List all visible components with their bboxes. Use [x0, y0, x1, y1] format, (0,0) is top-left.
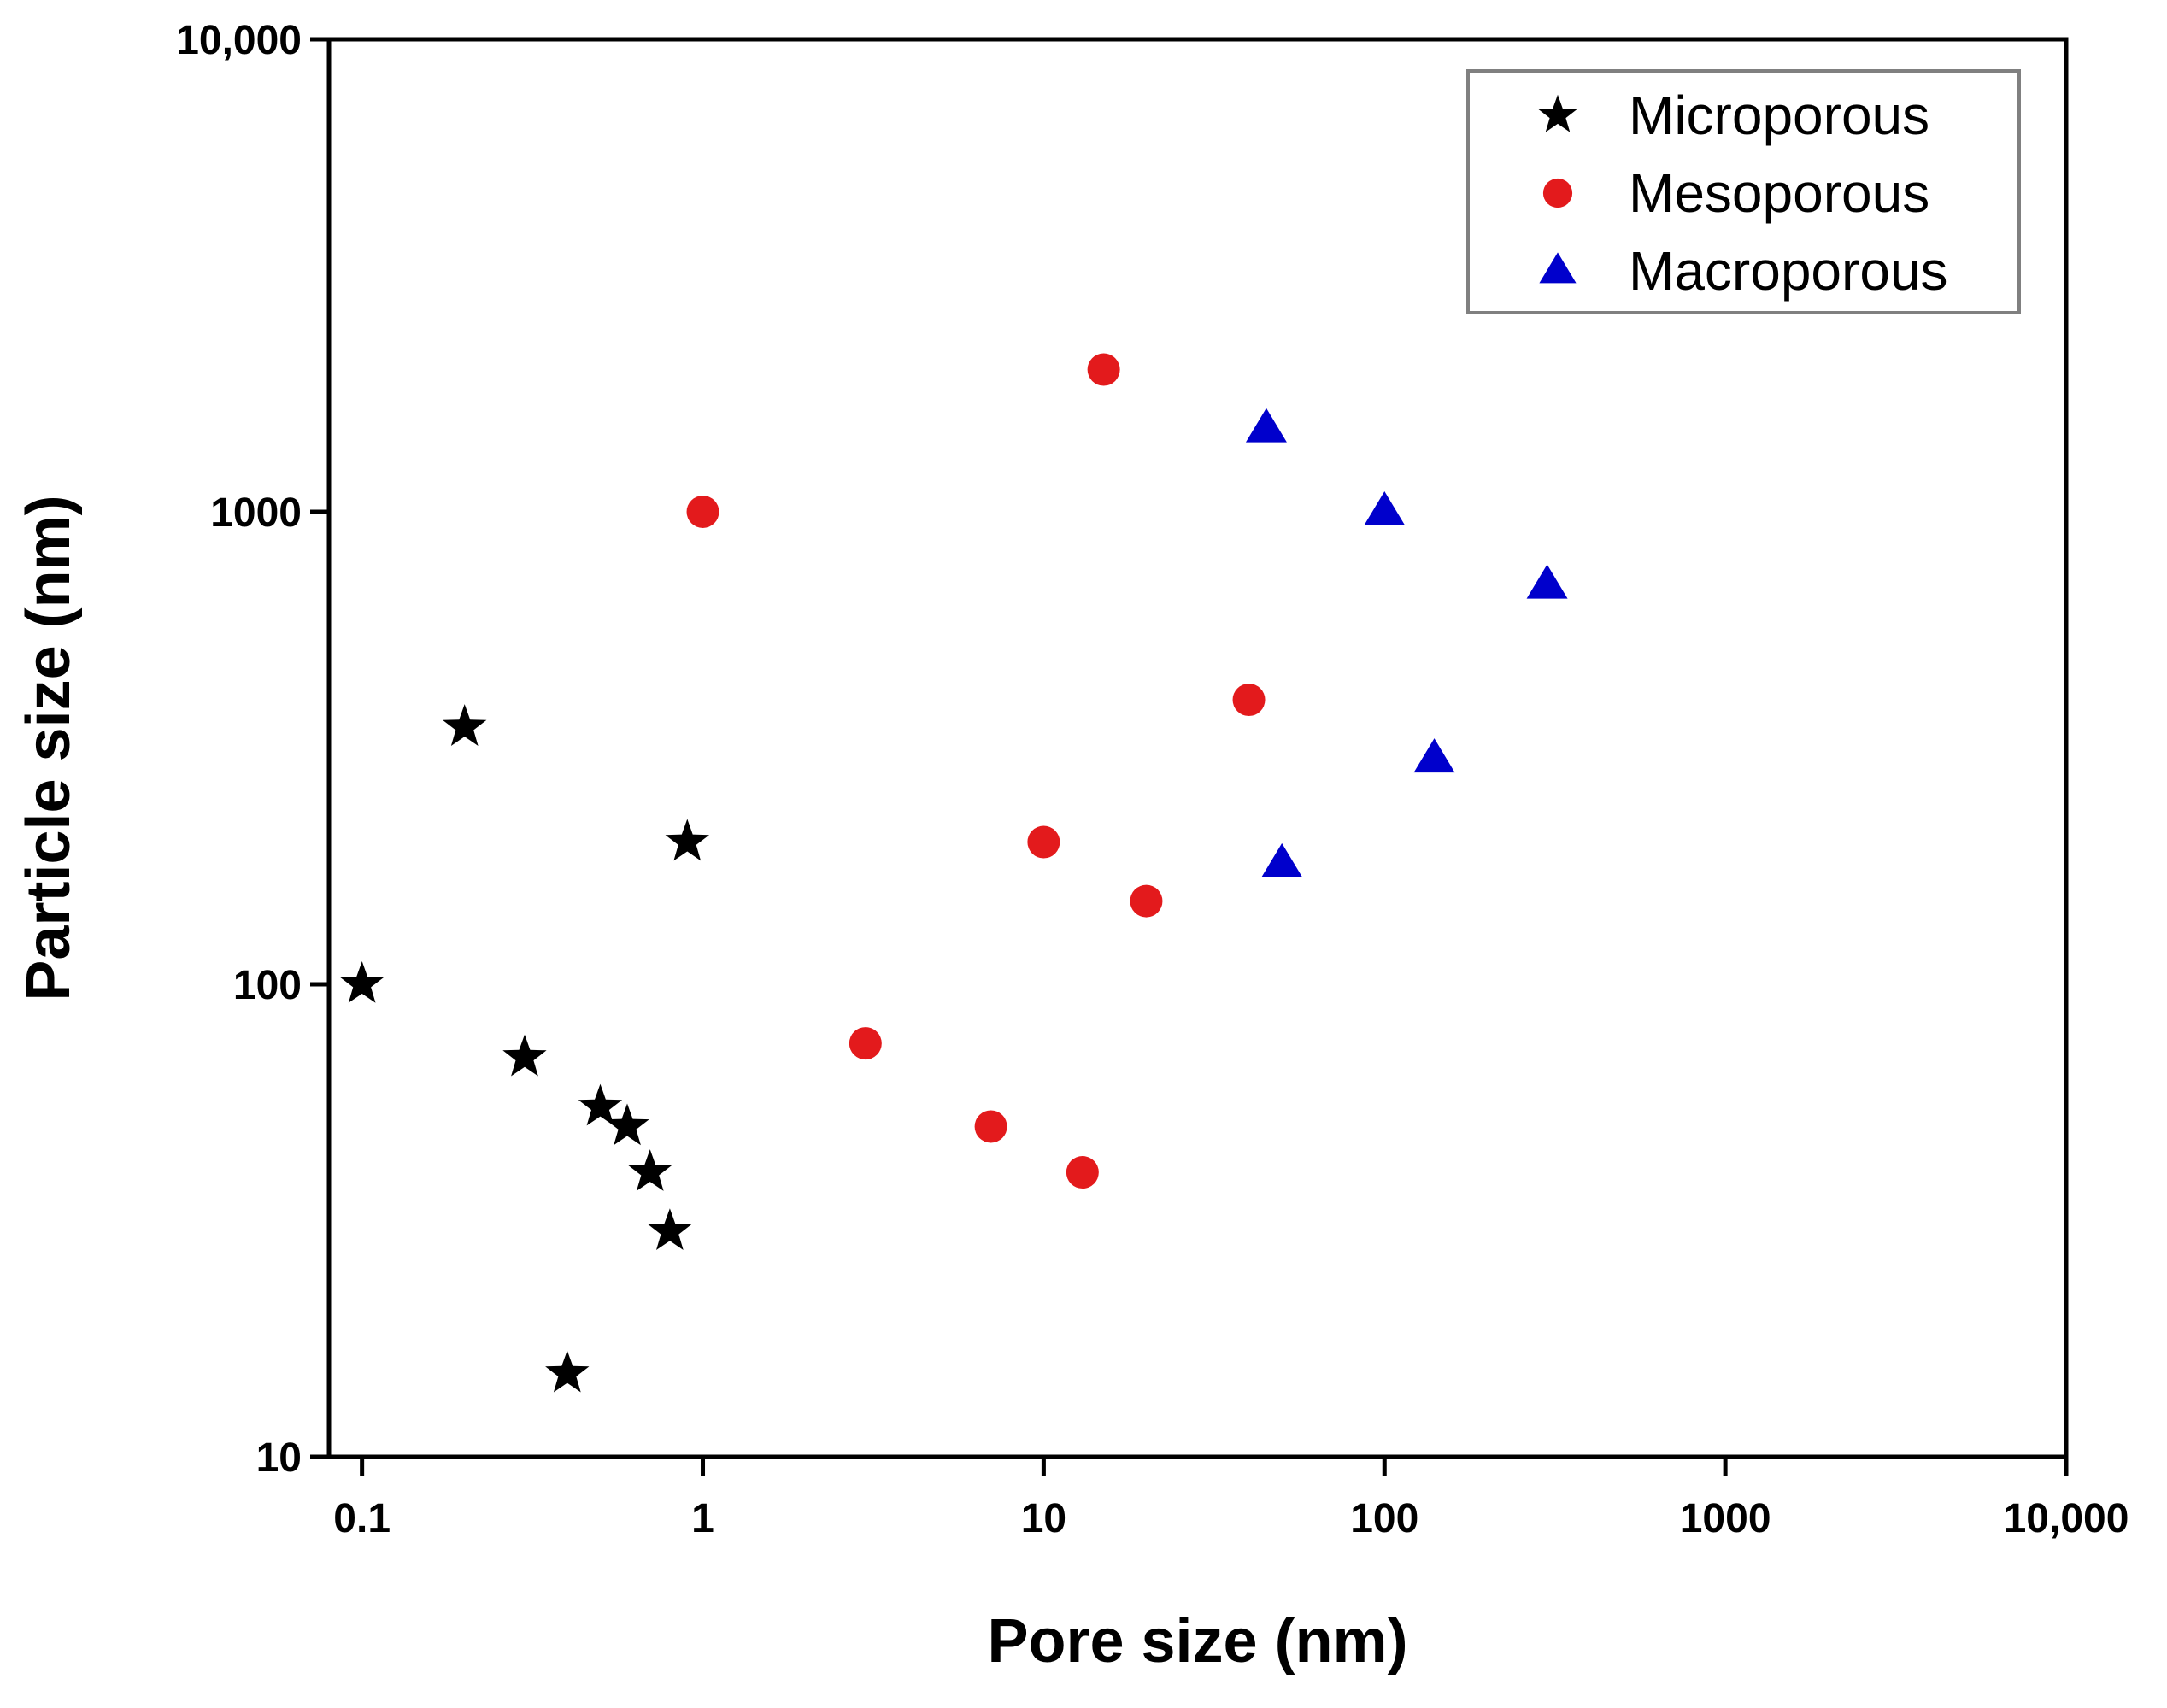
microporous-point-0 [340, 961, 385, 1003]
microporous-point-2 [502, 1034, 547, 1077]
legend-marker-macroporous [1539, 252, 1577, 284]
mesoporous-point-3 [1027, 825, 1060, 859]
y-axis-title: Particle size (nm) [15, 495, 83, 1001]
mesoporous-point-5 [1087, 353, 1120, 386]
legend: Microporous Mesoporous Macroporous [1466, 69, 2021, 314]
mesoporous-point-4 [1066, 1156, 1099, 1189]
legend-label-mesoporous: Mesoporous [1629, 162, 1929, 224]
macroporous-point-3 [1413, 738, 1455, 773]
y-tick-label-2: 1000 [210, 490, 302, 536]
microporous-point-6 [628, 1149, 672, 1191]
mesoporous-point-6 [1130, 884, 1163, 918]
macroporous-point-4 [1526, 564, 1568, 599]
macroporous-point-1 [1261, 842, 1303, 877]
microporous-point-4 [578, 1083, 623, 1126]
legend-marker-microporous [1537, 94, 1578, 132]
plot-frame [326, 37, 2069, 1459]
microporous-point-3 [545, 1350, 590, 1393]
legend-label-microporous: Microporous [1629, 85, 1929, 146]
microporous-point-7 [648, 1208, 692, 1250]
axis-ticks: 0.1 1 10 100 1000 10,000 10 100 1000 10,000 [176, 18, 2129, 1541]
y-tick-label-0: 10 [256, 1435, 302, 1481]
legend-item-mesoporous: Mesoporous [1542, 162, 1929, 224]
mesoporous-point-2 [974, 1110, 1007, 1143]
y-tick-label-3: 10,000 [176, 18, 302, 63]
x-tick-label-4: 1000 [1680, 1496, 1771, 1541]
microporous-point-1 [443, 704, 487, 746]
series-macroporous [1245, 408, 1568, 877]
legend-marker-mesoporous [1542, 178, 1573, 208]
microporous-point-5 [605, 1103, 649, 1146]
legend-label-macroporous: Macroporous [1629, 240, 1948, 302]
microporous-point-8 [665, 819, 709, 861]
x-tick-label-0: 0.1 [333, 1496, 391, 1541]
legend-item-microporous: Microporous [1537, 85, 1929, 146]
macroporous-point-2 [1364, 491, 1406, 525]
mesoporous-point-7 [1232, 684, 1266, 717]
series-microporous [340, 704, 709, 1393]
x-tick-label-2: 10 [1021, 1496, 1066, 1541]
data-points [340, 353, 1568, 1393]
x-tick-label-3: 100 [1350, 1496, 1418, 1541]
macroporous-point-0 [1245, 408, 1287, 443]
x-tick-label-5: 10,000 [2004, 1496, 2129, 1541]
x-tick-label-1: 1 [691, 1496, 714, 1541]
mesoporous-point-1 [849, 1027, 882, 1060]
mesoporous-point-0 [686, 496, 719, 528]
series-mesoporous [686, 353, 1266, 1189]
y-tick-label-1: 100 [233, 963, 302, 1008]
legend-item-macroporous: Macroporous [1539, 240, 1948, 302]
x-axis-title: Pore size (nm) [987, 1607, 1407, 1676]
